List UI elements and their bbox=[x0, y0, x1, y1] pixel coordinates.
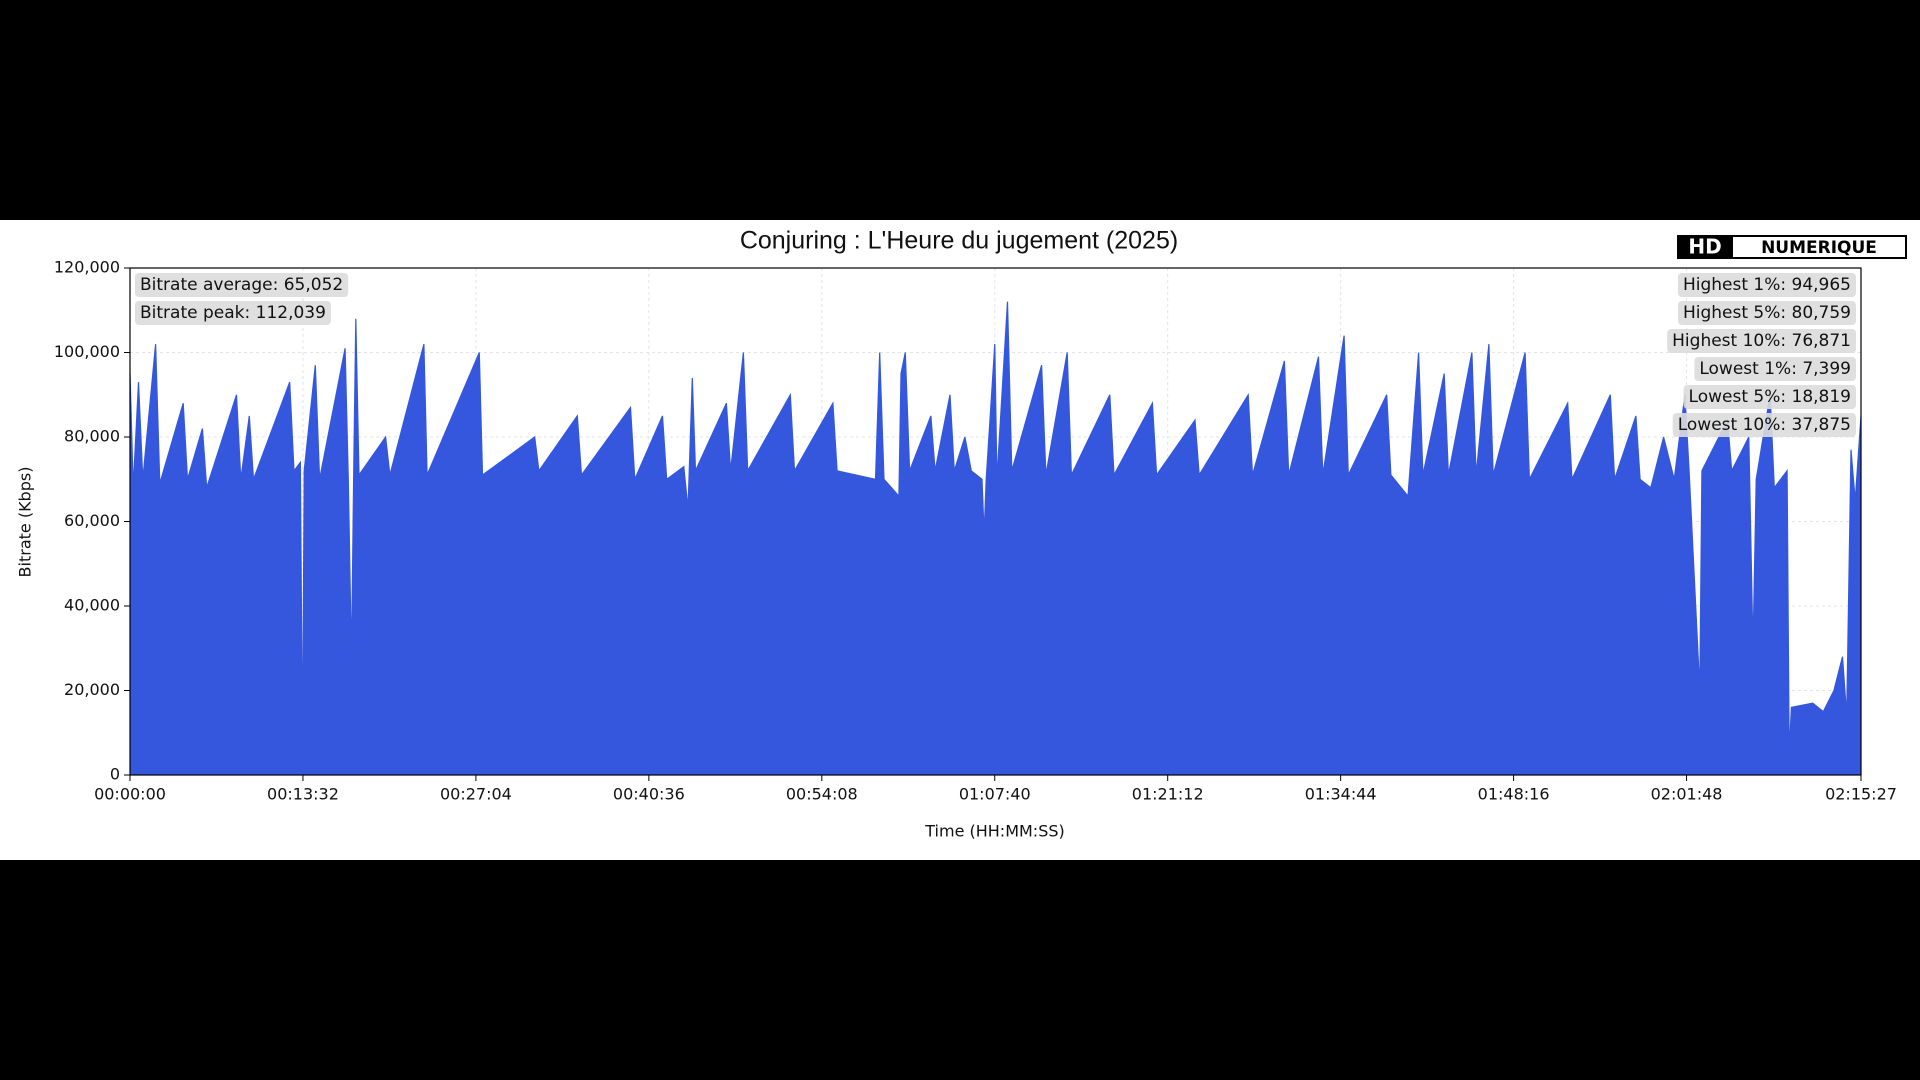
annotation-text: Lowest 5%: 18,819 bbox=[1689, 387, 1851, 407]
area-fill bbox=[130, 301, 1861, 775]
y-tick-label: 20,000 bbox=[64, 680, 120, 699]
x-tick-label: 00:40:36 bbox=[613, 785, 685, 804]
annotation: Lowest 1%: 7,399 bbox=[1694, 357, 1856, 381]
plot-frame bbox=[129, 267, 1862, 776]
chart-title: Conjuring : L'Heure du jugement (2025) bbox=[740, 227, 1178, 255]
annotation-box bbox=[1683, 385, 1856, 409]
logo-hd: HD bbox=[1688, 235, 1721, 259]
x-tick-label: 01:34:44 bbox=[1305, 785, 1377, 804]
x-tick-label: 02:01:48 bbox=[1651, 785, 1723, 804]
annotation: Highest 10%: 76,871 bbox=[1667, 329, 1856, 353]
y-tick-label: 40,000 bbox=[64, 596, 120, 615]
annotation-text: Bitrate average: 65,052 bbox=[140, 275, 343, 295]
x-tick-label: 00:54:08 bbox=[786, 785, 858, 804]
x-tick-label: 00:00:00 bbox=[94, 785, 166, 804]
y-tick-label: 80,000 bbox=[64, 427, 120, 446]
annotation-box bbox=[135, 273, 349, 297]
x-tick-label: 02:15:27 bbox=[1825, 785, 1897, 804]
y-tick-label: 60,000 bbox=[64, 511, 120, 530]
y-tick-label: 120,000 bbox=[54, 258, 120, 277]
y-tick-label: 0 bbox=[110, 765, 120, 784]
area-line bbox=[129, 301, 1862, 759]
annotation-text: Highest 1%: 94,965 bbox=[1683, 275, 1851, 295]
annotation-box bbox=[1672, 413, 1856, 437]
annotation-text: Highest 10%: 76,871 bbox=[1672, 331, 1851, 351]
annotation: Bitrate average: 65,052 bbox=[135, 273, 349, 297]
annotation: Highest 5%: 80,759 bbox=[1677, 301, 1856, 325]
y-tick-label: 100,000 bbox=[54, 342, 120, 361]
annotation-box bbox=[1694, 357, 1856, 381]
annotation-box bbox=[1677, 273, 1856, 297]
x-tick-label: 01:07:40 bbox=[959, 785, 1031, 804]
annotation-text: Lowest 10%: 37,875 bbox=[1678, 415, 1851, 435]
logo-text: NUMERIQUE bbox=[1761, 238, 1877, 258]
x-tick-label: 00:13:32 bbox=[267, 785, 339, 804]
x-axis-label: Time (HH:MM:SS) bbox=[924, 822, 1065, 841]
annotation: Lowest 5%: 18,819 bbox=[1683, 385, 1856, 409]
y-axis-label: Bitrate (Kbps) bbox=[16, 467, 35, 578]
x-tick-label: 00:27:04 bbox=[440, 785, 512, 804]
annotation-text: Bitrate peak: 112,039 bbox=[140, 303, 326, 323]
annotation: Lowest 10%: 37,875 bbox=[1672, 413, 1856, 437]
annotation: Bitrate peak: 112,039 bbox=[135, 301, 331, 325]
annotation-box bbox=[1677, 301, 1856, 325]
annotation-text: Highest 5%: 80,759 bbox=[1683, 303, 1851, 323]
annotation-text: Lowest 1%: 7,399 bbox=[1699, 359, 1851, 379]
logo-inner bbox=[1733, 237, 1905, 257]
x-tick-label: 01:21:12 bbox=[1132, 785, 1204, 804]
x-tick-label: 01:48:16 bbox=[1478, 785, 1550, 804]
annotation-box bbox=[1667, 329, 1856, 353]
annotation-box bbox=[135, 301, 331, 325]
annotation: Highest 1%: 94,965 bbox=[1677, 273, 1856, 297]
logo: HD NUMERIQUE bbox=[1677, 235, 1907, 259]
